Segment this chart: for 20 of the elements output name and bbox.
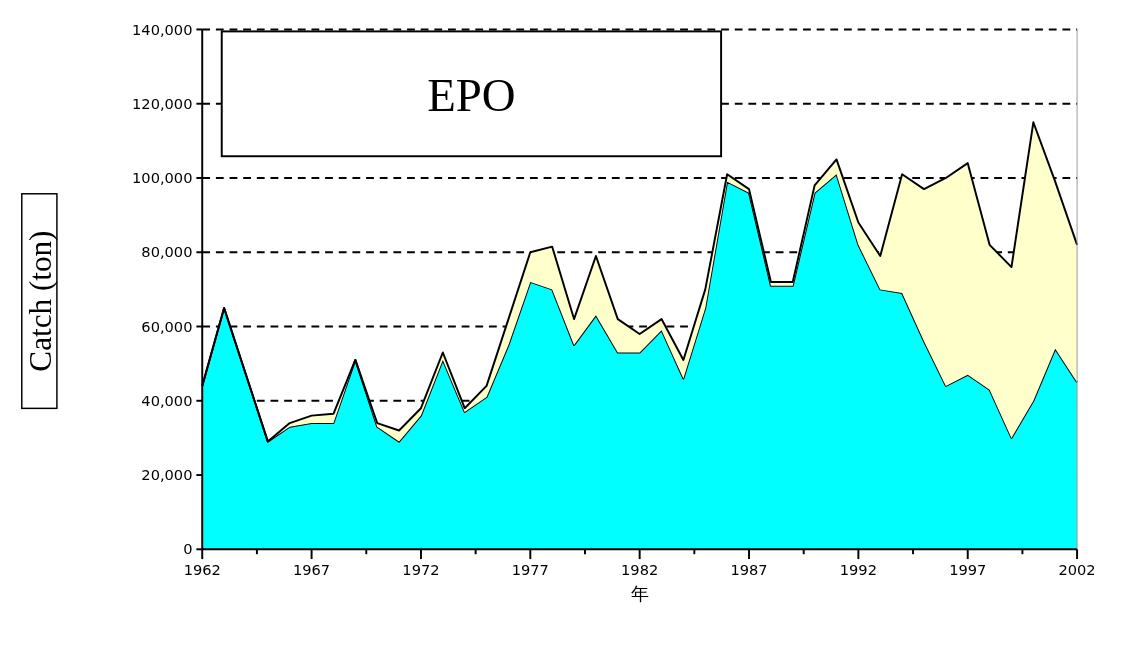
x-tick-label: 1992 xyxy=(839,560,877,578)
y-tick-label: 0 xyxy=(183,540,193,558)
text: EPO xyxy=(427,69,516,122)
x-tick-label: 1997 xyxy=(949,560,987,578)
y-tick-label: 120,000 xyxy=(132,94,193,112)
y-tick-label: 40,000 xyxy=(141,391,193,409)
x-tick-label: 2002 xyxy=(1058,560,1096,578)
x-tick-label: 1977 xyxy=(511,560,549,578)
y-tick-label: 80,000 xyxy=(141,243,193,261)
y-tick-label: 100,000 xyxy=(132,169,193,187)
x-tick-label: 1967 xyxy=(293,560,331,578)
x-axis-title: 年 xyxy=(630,584,649,605)
x-tick-label: 1972 xyxy=(402,560,440,578)
x-tick-label: 1987 xyxy=(730,560,768,578)
y-tick-label: 60,000 xyxy=(141,317,193,335)
y-axis-title: Catch (ton) xyxy=(23,230,59,372)
y-tick-label: 20,000 xyxy=(141,466,193,484)
x-tick-label: 1982 xyxy=(621,560,659,578)
y-tick-label: 140,000 xyxy=(132,20,193,38)
x-tick-label: 1962 xyxy=(183,560,221,578)
